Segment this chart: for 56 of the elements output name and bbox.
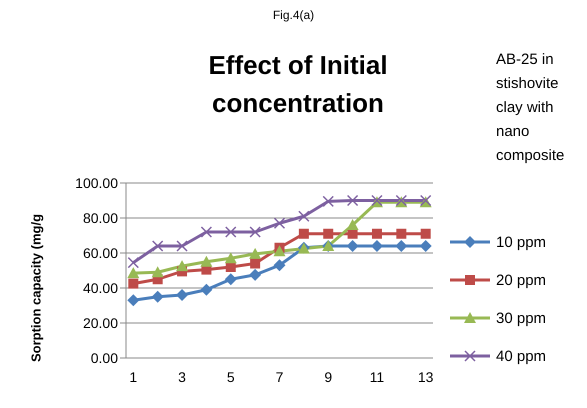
x-tick-label: 3 <box>178 368 186 385</box>
point <box>298 228 309 239</box>
point <box>224 252 237 264</box>
point <box>298 210 310 222</box>
point <box>200 284 212 296</box>
x-tick-label: 11 <box>370 368 384 385</box>
point <box>274 218 286 229</box>
point <box>323 228 334 239</box>
y-axis-title: Sorption capacity (mg/g <box>28 214 44 362</box>
legend-label: 40 ppm <box>496 348 546 364</box>
point <box>249 268 262 281</box>
point <box>346 194 358 206</box>
y-tick-label: 100.00 <box>75 174 118 191</box>
point <box>176 260 188 272</box>
x-tick-label: 7 <box>276 368 284 385</box>
point <box>249 248 262 259</box>
x-tick-label: 5 <box>226 368 235 385</box>
legend-label: 10 ppm <box>496 234 546 250</box>
point <box>348 228 358 239</box>
x-tick-label: 9 <box>324 368 332 385</box>
y-tick-label: 40.00 <box>82 280 118 296</box>
point <box>127 294 140 306</box>
point <box>176 289 188 301</box>
point <box>420 228 431 239</box>
y-tick-label: 60.00 <box>82 244 118 261</box>
point <box>249 226 261 238</box>
point <box>152 290 164 303</box>
point <box>250 258 260 268</box>
point <box>346 219 359 230</box>
y-tick-label: 0.00 <box>90 350 118 366</box>
y-tick-label: 80.00 <box>82 210 118 226</box>
point <box>274 259 286 272</box>
chart-title: Effect of Initial concentration <box>207 49 389 120</box>
legend-label: 20 ppm <box>496 272 546 288</box>
point <box>274 245 286 256</box>
x-tick-label: 13 <box>418 368 434 385</box>
point <box>128 278 138 289</box>
point <box>200 256 212 267</box>
y-tick-label: 20.00 <box>82 314 118 331</box>
point <box>224 273 237 286</box>
point <box>395 240 408 252</box>
point <box>200 226 212 238</box>
point <box>176 240 188 252</box>
point <box>225 226 237 238</box>
point <box>128 256 140 268</box>
caption: Fig.4(a) <box>272 8 316 22</box>
point <box>152 240 164 252</box>
point <box>420 240 432 252</box>
point <box>396 228 406 239</box>
point <box>127 267 140 278</box>
legend-label: 30 ppm <box>496 310 546 326</box>
legend-title: AB-25 in stishovite clay with nano composite <box>496 50 566 166</box>
point <box>152 266 164 278</box>
point <box>322 196 334 208</box>
x-tick-label: 1 <box>129 368 138 385</box>
point <box>372 228 382 239</box>
